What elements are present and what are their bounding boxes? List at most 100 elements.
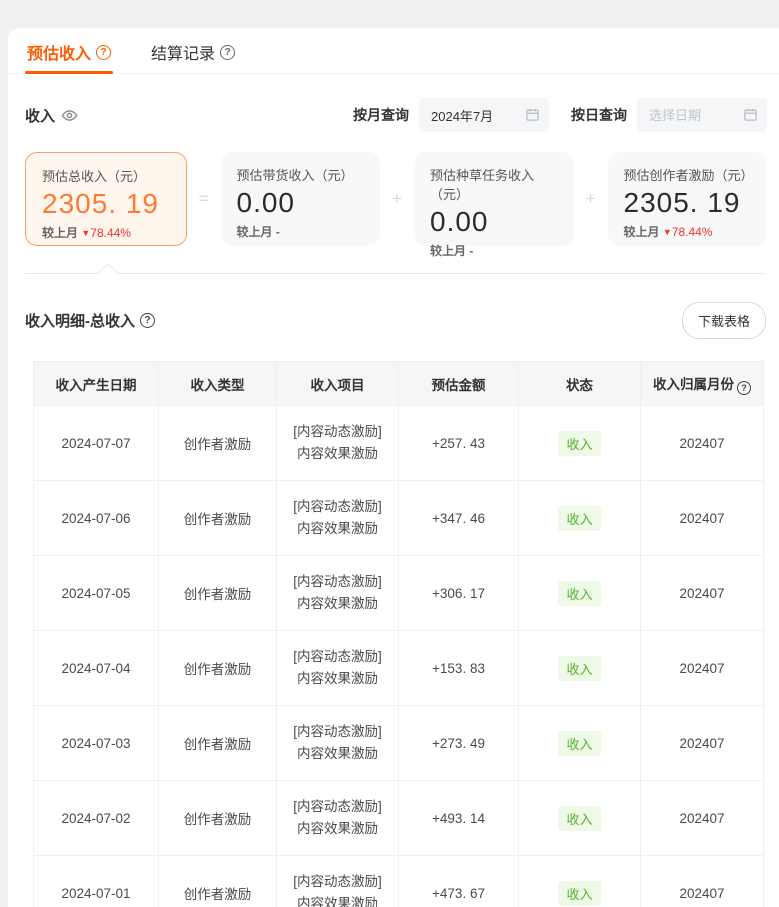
card-title: 预估总收入（元）	[42, 169, 147, 184]
cell-amount: +153. 83	[398, 630, 519, 706]
income-label: 收入	[25, 107, 56, 125]
down-triangle-icon: ▼	[662, 227, 672, 237]
cell-month: 202407	[640, 780, 764, 856]
income-table: 收入产生日期 收入类型 收入项目 预估金额 状态 收入归属月份? 2024-07…	[33, 361, 764, 907]
tab-settlement-records[interactable]: 结算记录 ?	[149, 28, 237, 73]
cell-status: 收入	[518, 780, 641, 856]
cell-project: [内容动态激励] 内容效果激励	[276, 705, 399, 781]
col-header-project: 收入项目	[276, 361, 399, 406]
cell-status: 收入	[518, 630, 641, 706]
status-badge: 收入	[558, 430, 601, 456]
col-header-month: 收入归属月份?	[640, 361, 764, 406]
table-row: 2024-07-04 创作者激励 [内容动态激励] 内容效果激励 +153. 83 收入 2…	[33, 630, 764, 706]
cell-month: 202407	[640, 480, 764, 556]
cell-project: [内容动态激励] 内容效果激励	[276, 405, 399, 481]
cell-date: 2024-07-05	[33, 555, 159, 631]
cell-type: 创作者激励	[158, 480, 277, 556]
card-total-income[interactable]: 预估总收入（元） 2305. 19 较上月 ▼78.44%	[25, 152, 187, 246]
cell-amount: +257. 43	[398, 405, 519, 481]
cell-amount: +473. 67	[398, 855, 519, 907]
col-header-status: 状态	[518, 361, 641, 406]
table-row: 2024-07-03 创作者激励 [内容动态激励] 内容效果激励 +273. 49 收入 2…	[33, 705, 764, 781]
table-row: 2024-07-05 创作者激励 [内容动态激励] 内容效果激励 +306. 17 收入 2…	[33, 555, 764, 631]
query-by-day-label: 按日查询	[571, 107, 627, 123]
tab-settlement-records-label: 结算记录	[151, 46, 216, 63]
stat-cards-row: 预估总收入（元） 2305. 19 较上月 ▼78.44% = 预估带货收入（元…	[8, 132, 779, 258]
detail-section-title: 收入明细-总收入 ?	[25, 310, 155, 331]
cell-date: 2024-07-02	[33, 780, 159, 856]
plus-separator: +	[585, 189, 596, 208]
cell-type: 创作者激励	[158, 780, 277, 856]
help-icon[interactable]: ?	[737, 380, 751, 395]
cell-month: 202407	[640, 630, 764, 706]
eye-icon[interactable]	[61, 107, 78, 124]
card-value: 2305. 19	[42, 188, 159, 219]
cell-status: 收入	[518, 705, 641, 781]
calendar-icon[interactable]	[525, 107, 540, 125]
month-picker-input[interactable]	[431, 107, 521, 123]
query-by-month-label: 按月查询	[353, 107, 409, 123]
cell-type: 创作者激励	[158, 555, 277, 631]
cell-status: 收入	[518, 405, 641, 481]
card-title: 预估种草任务收入（元）	[430, 168, 535, 202]
detail-section-header: 收入明细-总收入 ? 下载表格	[8, 274, 779, 339]
status-badge: 收入	[558, 880, 601, 906]
cell-date: 2024-07-04	[33, 630, 159, 706]
card-value: 0.00	[430, 206, 489, 237]
income-table-wrap: 收入产生日期 收入类型 收入项目 预估金额 状态 收入归属月份? 2024-07…	[8, 339, 779, 907]
help-icon[interactable]: ?	[96, 44, 112, 60]
cell-amount: +493. 14	[398, 780, 519, 856]
down-triangle-icon: ▼	[81, 228, 91, 238]
income-heading: 收入	[25, 105, 78, 126]
day-picker-input[interactable]	[649, 107, 739, 123]
table-row: 2024-07-01 创作者激励 [内容动态激励] 内容效果激励 +473. 67 收入 2…	[33, 855, 764, 907]
table-header-row: 收入产生日期 收入类型 收入项目 预估金额 状态 收入归属月份?	[33, 361, 764, 406]
status-badge: 收入	[558, 730, 601, 756]
equals-separator: =	[198, 189, 209, 208]
cell-month: 202407	[640, 405, 764, 481]
cell-date: 2024-07-07	[33, 405, 159, 481]
cell-date: 2024-07-06	[33, 480, 159, 556]
cell-status: 收入	[518, 555, 641, 631]
filter-row: 收入 按月查询 按日查询	[8, 74, 779, 132]
cell-amount: +306. 17	[398, 555, 519, 631]
card-value: 2305. 19	[623, 187, 741, 218]
card-creator-incentive[interactable]: 预估创作者激励（元） 2305. 19 较上月 ▼78.44%	[607, 152, 767, 246]
download-table-button[interactable]: 下载表格	[681, 302, 766, 339]
table-body: 2024-07-07 创作者激励 [内容动态激励] 内容效果激励 +257. 43 收入 2…	[33, 405, 764, 907]
col-header-type: 收入类型	[158, 361, 277, 406]
cell-project: [内容动态激励] 内容效果激励	[276, 855, 399, 907]
card-seeding-task-income[interactable]: 预估种草任务收入（元） 0.00 较上月 -	[414, 152, 574, 258]
plus-separator: +	[392, 189, 402, 208]
cell-month: 202407	[640, 705, 764, 781]
card-title: 预估创作者激励（元）	[623, 168, 754, 183]
month-picker[interactable]	[419, 98, 549, 132]
card-compare: 较上月 ▼78.44%	[42, 226, 131, 240]
cell-type: 创作者激励	[158, 630, 277, 706]
cell-amount: +273. 49	[398, 705, 519, 781]
cell-project: [内容动态激励] 内容效果激励	[276, 555, 399, 631]
table-row: 2024-07-07 创作者激励 [内容动态激励] 内容效果激励 +257. 43 收入 2…	[33, 405, 764, 481]
help-icon[interactable]: ?	[140, 313, 155, 328]
card-title: 预估带货收入（元）	[236, 168, 354, 183]
card-compare: 较上月 ▼78.44%	[623, 225, 713, 239]
day-picker[interactable]	[637, 98, 767, 132]
cell-type: 创作者激励	[158, 855, 277, 907]
table-row: 2024-07-02 创作者激励 [内容动态激励] 内容效果激励 +493. 14 收入 2…	[33, 780, 764, 856]
cell-date: 2024-07-03	[33, 705, 159, 781]
card-compare: 较上月 -	[236, 225, 280, 239]
status-badge: 收入	[558, 805, 601, 831]
cell-project: [内容动态激励] 内容效果激励	[276, 480, 399, 556]
cell-type: 创作者激励	[158, 705, 277, 781]
cell-month: 202407	[640, 855, 764, 907]
help-icon[interactable]: ?	[220, 44, 236, 60]
cell-amount: +347. 46	[398, 480, 519, 556]
tab-estimated-income[interactable]: 预估收入 ?	[25, 28, 114, 74]
cell-status: 收入	[518, 855, 641, 907]
calendar-icon[interactable]	[743, 107, 758, 125]
cell-status: 收入	[518, 480, 641, 556]
col-header-amount: 预估金额	[398, 361, 519, 406]
card-compare: 较上月 -	[430, 244, 474, 258]
card-goods-income[interactable]: 预估带货收入（元） 0.00 较上月 -	[220, 152, 380, 246]
cell-project: [内容动态激励] 内容效果激励	[276, 780, 399, 856]
